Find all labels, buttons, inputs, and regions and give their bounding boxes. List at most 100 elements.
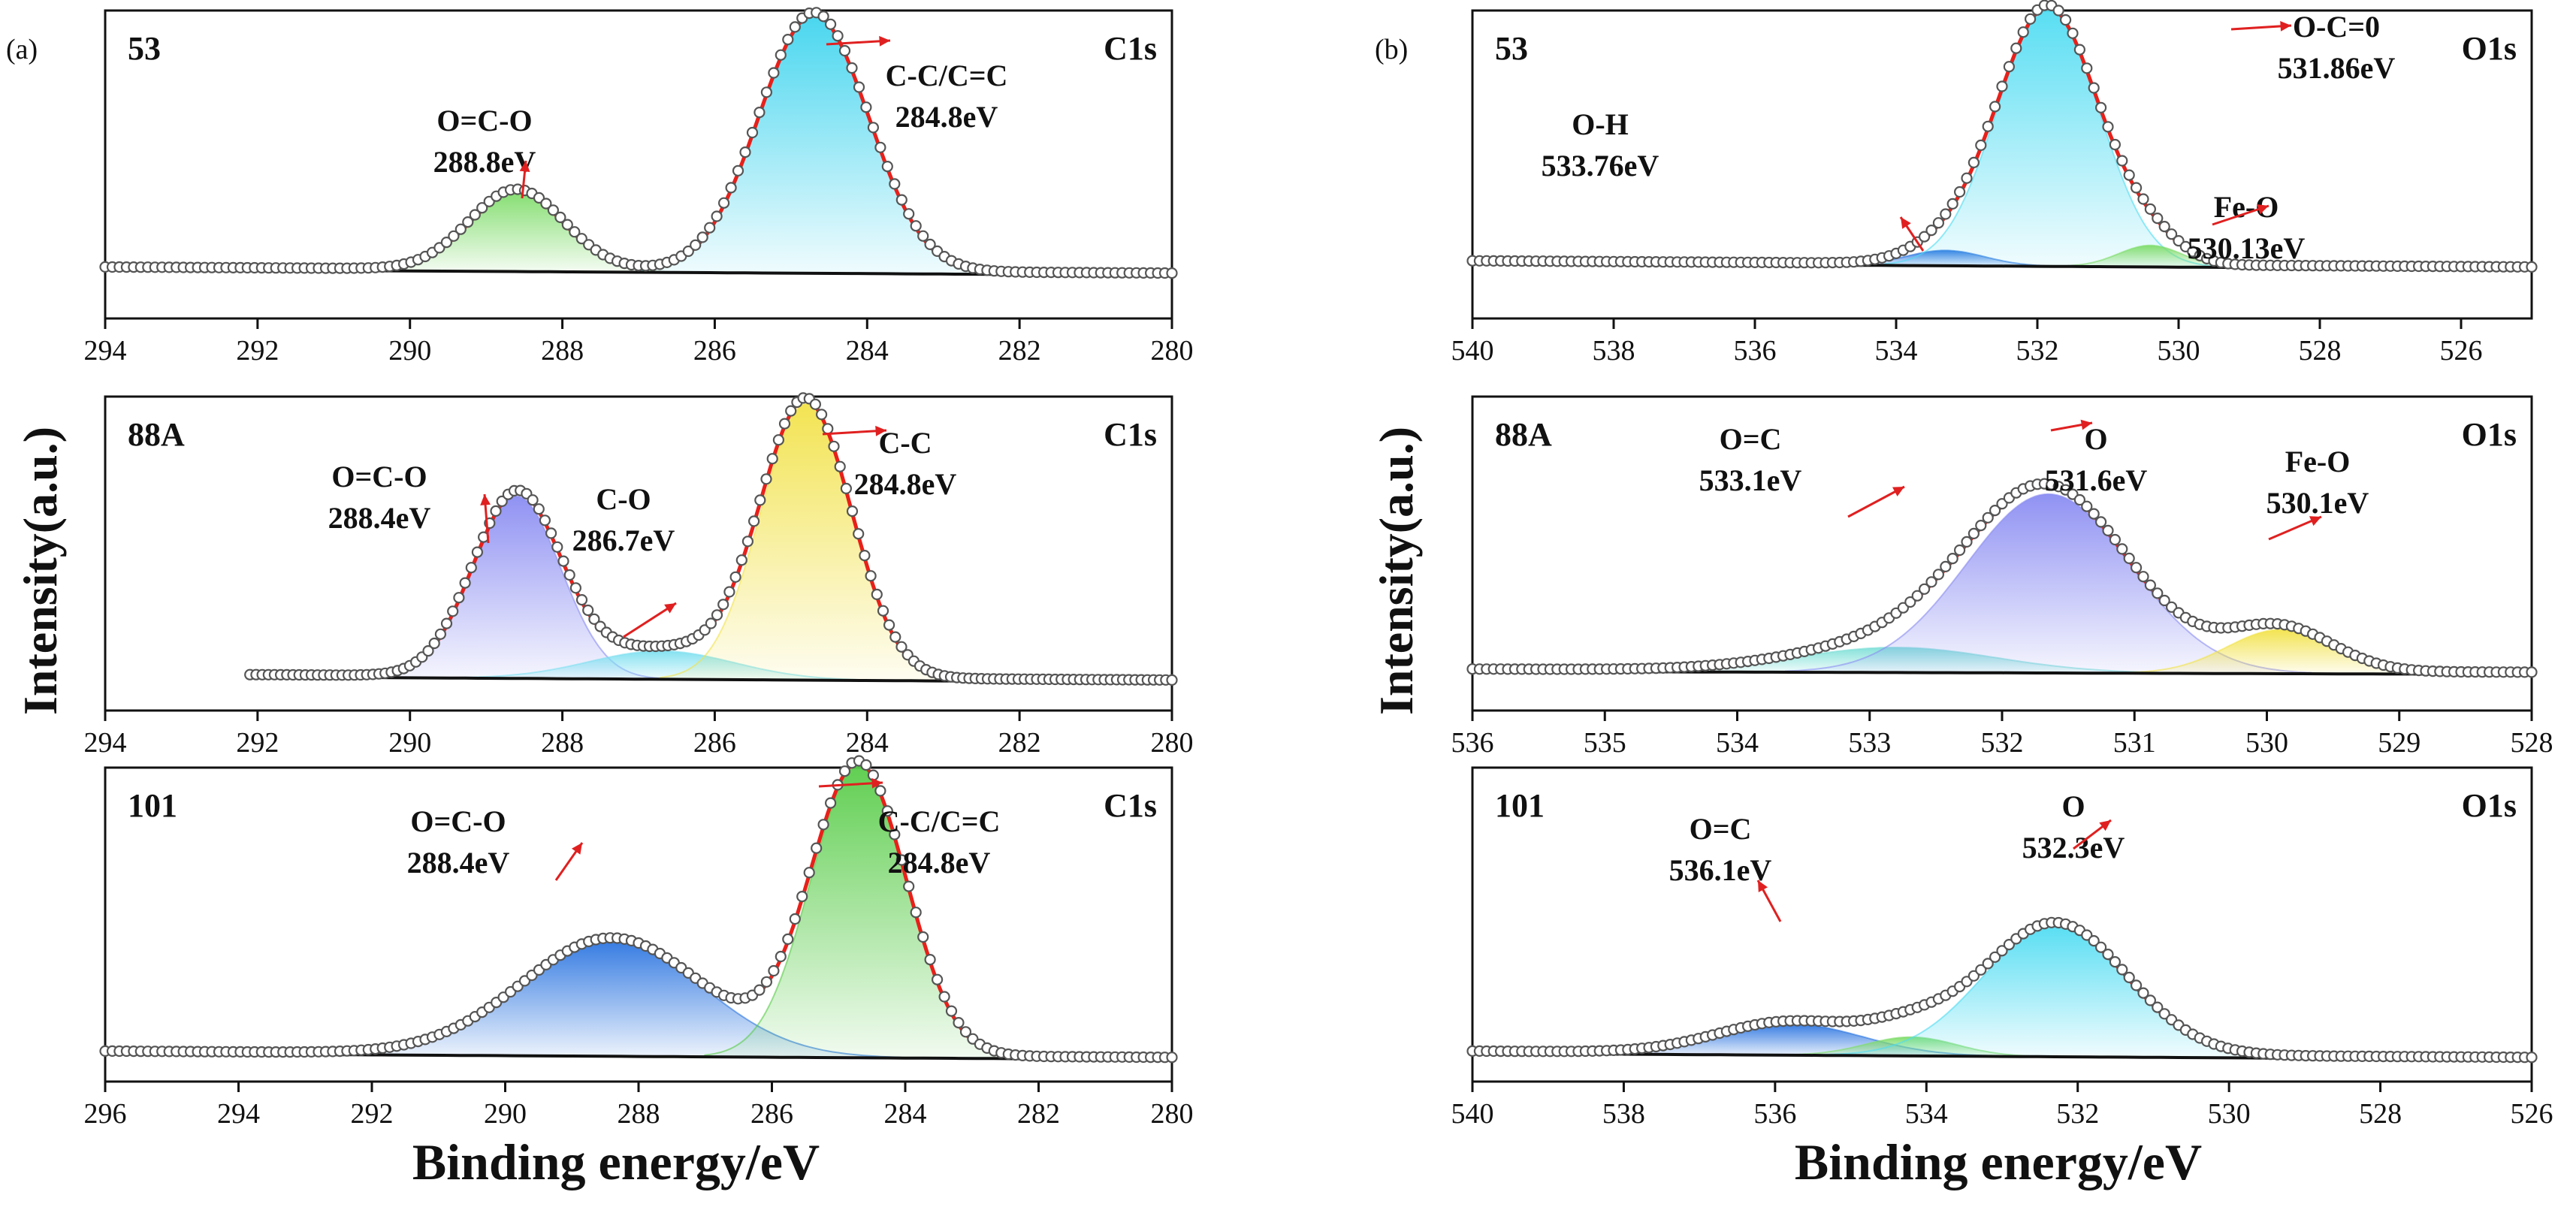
raw-data-point	[2173, 235, 2185, 247]
raw-data-point	[476, 202, 488, 214]
raw-data-point	[2526, 1052, 2538, 1064]
raw-data-point	[682, 245, 694, 258]
x-tick-label: 284	[884, 1098, 927, 1130]
annotation-arrowhead	[871, 777, 883, 789]
raw-data-point	[889, 178, 901, 190]
raw-data-point	[889, 828, 901, 840]
x-tick-label: 288	[541, 727, 584, 759]
raw-data-point	[953, 1016, 965, 1029]
raw-data-point	[2131, 182, 2143, 194]
raw-data-point	[2109, 955, 2121, 968]
x-tick-label: 534	[1905, 1098, 1948, 1130]
raw-data-point	[1919, 231, 1931, 243]
annotation-arrowhead	[1901, 217, 1911, 229]
raw-data-point	[846, 62, 858, 74]
raw-data-point	[760, 976, 773, 988]
x-tick-label: 538	[1602, 1098, 1645, 1130]
raw-data-point	[803, 867, 815, 879]
annotation-arrowhead	[2080, 419, 2092, 430]
raw-data-point	[895, 641, 907, 653]
peak-name-label: O=C-O	[410, 804, 506, 838]
raw-data-point	[540, 198, 552, 210]
raw-data-point	[440, 237, 453, 249]
raw-data-point	[924, 238, 936, 250]
peak-energy-label: 533.1eV	[1699, 463, 1802, 497]
x-tick-label: 538	[1593, 335, 1635, 367]
x-tick-label: 530	[2158, 335, 2200, 367]
y-axis-label-left: Intensity(a.u.)	[14, 427, 67, 715]
raw-data-point	[789, 21, 801, 33]
raw-data-point	[545, 527, 557, 539]
raw-data-point	[588, 613, 600, 625]
peak-name-label: O=C-O	[331, 460, 427, 493]
raw-data-point	[834, 460, 846, 472]
peak-name-label: O=C	[1720, 422, 1782, 456]
raw-data-point	[817, 11, 829, 23]
raw-data-point	[527, 494, 539, 506]
annotation-arrowhead	[519, 161, 530, 172]
raw-data-point	[739, 146, 751, 158]
raw-data-point	[2152, 213, 2164, 225]
x-tick-label: 280	[1151, 335, 1194, 367]
raw-data-point	[462, 216, 474, 228]
raw-data-point	[959, 1026, 972, 1038]
peak-energy-label: 530.1eV	[2266, 486, 2369, 520]
raw-data-point	[2137, 987, 2149, 999]
raw-data-point	[796, 890, 808, 903]
peak-name-label: O-H	[1572, 107, 1629, 141]
raw-data-point	[557, 555, 569, 567]
raw-data-point	[2526, 666, 2538, 678]
raw-data-point	[490, 505, 502, 518]
raw-data-point	[2095, 516, 2107, 528]
fit-envelope	[249, 397, 1172, 684]
raw-data-point	[2102, 524, 2114, 537]
raw-data-point	[732, 164, 744, 177]
raw-data-point	[772, 434, 785, 446]
raw-data-point	[2017, 26, 2029, 38]
raw-data-point	[1996, 80, 2008, 92]
peak-energy-label: 284.8eV	[854, 467, 957, 501]
raw-data-point	[2137, 193, 2149, 205]
raw-data-point	[2116, 543, 2128, 555]
raw-data-point	[741, 536, 754, 548]
raw-data-point	[735, 554, 747, 566]
x-tick-label: 531	[2113, 727, 2156, 759]
peak-energy-label: 531.86eV	[2278, 51, 2396, 85]
raw-data-point	[903, 880, 915, 892]
x-tick-label: 288	[541, 335, 584, 367]
annotation-arrowhead	[572, 843, 582, 855]
peak-name-label: O-C=0	[2293, 10, 2380, 44]
raw-data-point	[1982, 511, 1994, 524]
raw-data-point	[753, 984, 766, 996]
raw-data-point	[1166, 674, 1178, 686]
raw-data-point	[778, 418, 791, 430]
sample-label: 53	[128, 30, 161, 67]
raw-data-point	[2166, 228, 2178, 240]
raw-data-point	[1940, 208, 1952, 220]
raw-data-point	[554, 211, 566, 223]
raw-data-point	[2137, 571, 2149, 583]
raw-data-point	[725, 182, 737, 194]
raw-data-point	[551, 541, 563, 553]
panel-C1s-101: 296 294 292 290 288 286 284 282 280 101 C1s O=C-O 28…	[84, 755, 1194, 1130]
peak-energy-label: 533.76eV	[1542, 149, 1659, 183]
annotation-arrowhead	[2280, 21, 2291, 32]
raw-data-point	[2116, 964, 2128, 976]
raw-data-point	[428, 637, 440, 650]
raw-data-point	[877, 605, 889, 617]
x-tick-label: 292	[236, 727, 279, 759]
x-tick-label: 284	[846, 727, 889, 759]
x-tick-label: 290	[484, 1098, 527, 1130]
x-tick-label: 532	[1981, 727, 2024, 759]
region-label: O1s	[2462, 30, 2517, 67]
raw-data-point	[582, 604, 594, 617]
raw-data-point	[754, 494, 766, 506]
region-label: O1s	[2462, 416, 2517, 453]
raw-data-point	[775, 950, 787, 963]
x-tick-label: 540	[1451, 1098, 1494, 1130]
x-tick-label: 528	[2299, 335, 2342, 367]
peak-energy-label: 288.4eV	[407, 846, 510, 880]
peak-energy-label: 288.4eV	[328, 501, 431, 535]
raw-data-point	[865, 570, 877, 582]
sample-label: 88A	[1495, 416, 1552, 453]
